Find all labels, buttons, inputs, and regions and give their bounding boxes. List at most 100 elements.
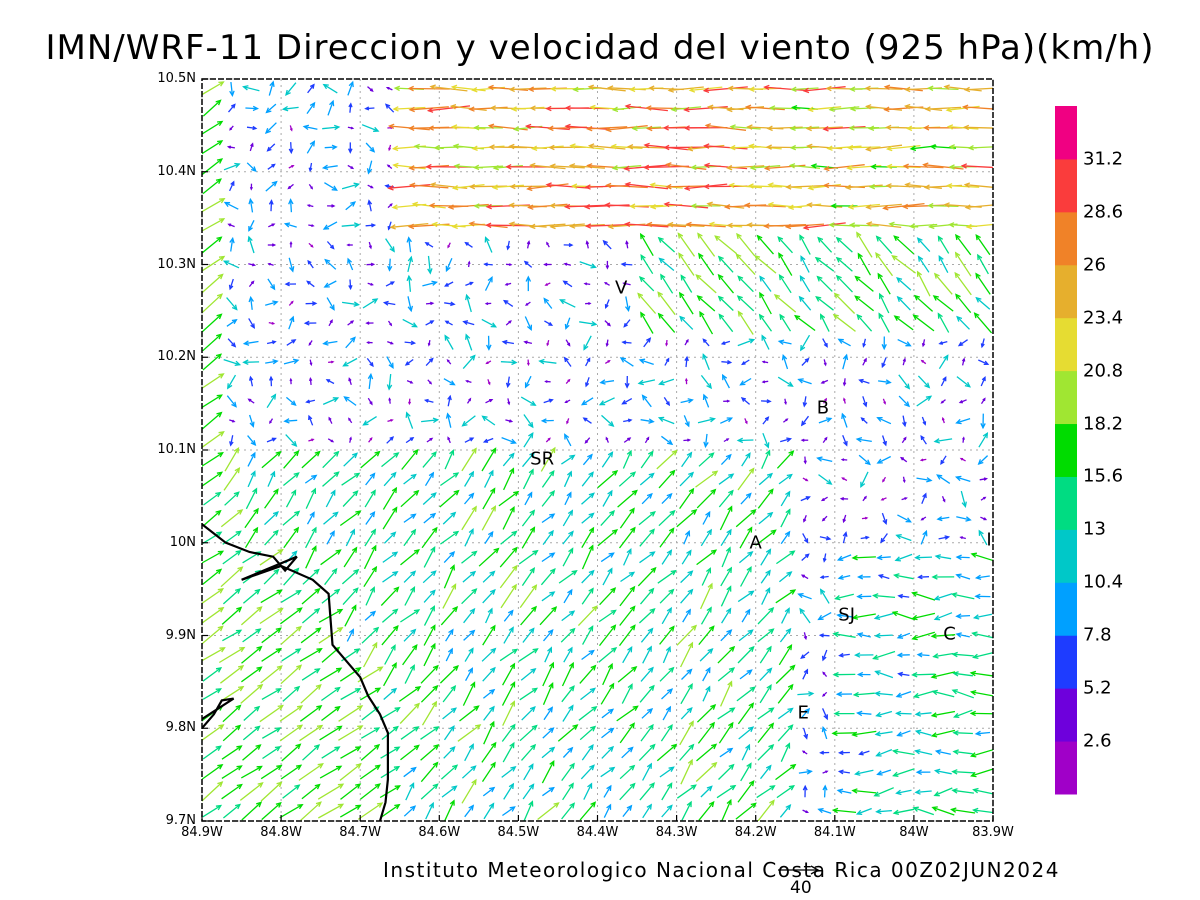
wind-vector: [359, 687, 382, 701]
wind-vector: [318, 626, 344, 644]
wind-vector: [420, 744, 440, 761]
wind-vector: [618, 526, 636, 549]
wind-vector: [339, 804, 362, 818]
wind-vector: [540, 567, 556, 586]
wind-vector: [876, 455, 891, 464]
wind-vector: [289, 125, 293, 132]
wind-vector: [404, 664, 415, 684]
wind-vector: [506, 240, 511, 251]
wind-vector: [522, 468, 534, 490]
wind-vector: [932, 295, 954, 312]
wind-vector: [896, 632, 911, 639]
wind-vector: [755, 529, 777, 546]
colorbar-label: 18.2: [1083, 413, 1124, 435]
wind-vector: [860, 417, 868, 424]
wind-vector: [446, 359, 452, 365]
wind-vector: [422, 280, 438, 287]
wind-vector: [266, 143, 276, 152]
wind-vector: [927, 202, 959, 209]
wind-vector: [202, 353, 223, 371]
wind-vector: [579, 320, 598, 327]
wind-vector: [483, 720, 495, 745]
wind-vector: [623, 418, 633, 423]
wind-vector: [287, 183, 294, 190]
wind-vector: [780, 742, 791, 762]
wind-vector: [425, 801, 434, 820]
wind-vector: [224, 491, 240, 506]
wind-vector: [933, 768, 952, 775]
wind-vector: [264, 529, 279, 546]
wind-vector: [720, 453, 732, 466]
wind-vector: [828, 222, 860, 228]
wind-vector: [445, 412, 452, 428]
wind-vector: [738, 551, 754, 564]
wind-vector: [527, 203, 568, 210]
wind-vector: [758, 511, 774, 525]
wind-vector: [260, 781, 283, 802]
wind-vector: [799, 275, 811, 293]
wind-vector: [921, 339, 926, 348]
wind-vector: [701, 567, 712, 586]
wind-vector: [920, 359, 927, 365]
wind-vector: [879, 292, 890, 314]
wind-vector: [523, 432, 534, 448]
wind-vector: [447, 436, 451, 444]
wind-vector: [931, 806, 955, 816]
wind-vector: [970, 552, 993, 562]
lon-label: 84.8W: [260, 825, 302, 840]
wind-vector: [578, 705, 598, 721]
wind-vector: [202, 667, 223, 682]
wind-vector: [737, 310, 754, 335]
wind-vector: [282, 685, 301, 702]
wind-vector: [954, 271, 972, 296]
wind-vector: [317, 803, 345, 819]
wind-vector: [802, 727, 809, 740]
wind-vector: [482, 666, 496, 682]
wind-vector: [955, 417, 971, 425]
wind-vector: [349, 436, 352, 443]
wind-vector: [248, 414, 255, 428]
wind-vector: [842, 435, 848, 447]
wind-vector: [779, 804, 792, 818]
wind-vector: [229, 236, 235, 252]
place-label: E: [797, 702, 809, 724]
wind-vector: [602, 567, 613, 586]
wind-vector: [267, 243, 277, 247]
wind-vector: [892, 768, 915, 777]
wind-vector: [619, 782, 636, 801]
wind-vector: [719, 747, 734, 758]
wind-vector: [541, 552, 556, 563]
wind-vector: [348, 377, 352, 385]
wind-vector: [307, 83, 315, 94]
wind-vector: [239, 782, 264, 801]
lat-label: 9.9N: [165, 627, 196, 643]
wind-vector: [464, 528, 474, 547]
wind-vector: [605, 436, 609, 443]
wind-vector: [240, 683, 264, 704]
wind-vector: [241, 801, 263, 821]
wind-vector: [761, 586, 771, 605]
wind-vector: [698, 625, 715, 646]
coastline-line: [202, 697, 235, 729]
wind-vector: [639, 528, 655, 547]
wind-vector: [881, 357, 887, 369]
wind-vector: [911, 612, 936, 621]
colorbar-segment: [1055, 688, 1077, 742]
wind-vector: [319, 765, 343, 779]
place-label: A: [749, 532, 762, 554]
wind-vector: [242, 340, 259, 346]
colorbar-segment: [1055, 529, 1077, 583]
wind-vector: [736, 232, 756, 257]
wind-vector: [780, 530, 791, 545]
wind-vector: [423, 624, 436, 646]
wind-vector: [524, 123, 570, 131]
wind-vector: [728, 182, 762, 189]
wind-vector: [767, 182, 802, 189]
wind-vector: [202, 625, 224, 645]
wind-vector: [459, 705, 480, 722]
wind-vector: [882, 476, 887, 483]
wind-vector: [382, 300, 396, 306]
wind-vector: [961, 357, 966, 366]
wind-vector: [699, 647, 714, 662]
lat-label: 9.7N: [165, 813, 196, 828]
